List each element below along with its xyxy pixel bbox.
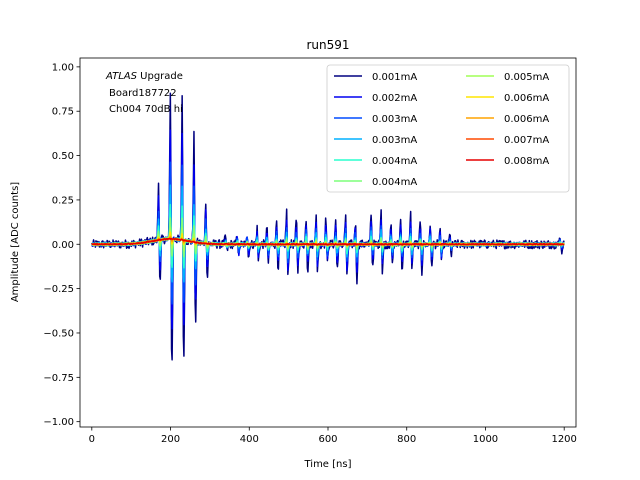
- legend-label: 0.008mA: [504, 156, 549, 167]
- legend-label: 0.006mA: [504, 93, 549, 104]
- y-tick-label: −1.00: [43, 417, 74, 428]
- x-tick-label: 600: [318, 434, 337, 445]
- y-tick-label: −0.75: [43, 373, 74, 384]
- x-tick-label: 800: [397, 434, 416, 445]
- y-tick-label: −0.50: [43, 328, 74, 339]
- x-tick-label: 0: [89, 434, 95, 445]
- x-tick-label: 1000: [473, 434, 498, 445]
- legend-box: [326, 64, 570, 193]
- y-axis: −1.00 −0.75 −0.50 −0.25 0.00 0.25 0.50 0.75 1.00: [43, 62, 80, 428]
- x-tick-label: 1200: [551, 434, 576, 445]
- y-tick-label: 0.75: [52, 107, 74, 118]
- legend-label: 0.004mA: [372, 177, 417, 188]
- atlas-annotation: ATLAS Upgrade Board187722 Ch004 70dB hi: [105, 71, 183, 115]
- y-tick-label: 0.50: [52, 151, 74, 162]
- x-axis: 0 200 400 600 800 1000 1200: [89, 427, 577, 445]
- annotation-line-1: ATLAS Upgrade: [105, 71, 183, 82]
- y-axis-title: Amplitude [ADC counts]: [10, 182, 21, 302]
- y-tick-label: 0.25: [52, 195, 74, 206]
- legend-label: 0.004mA: [372, 156, 417, 167]
- annotation-upgrade: Upgrade: [137, 71, 183, 82]
- legend-label: 0.005mA: [504, 72, 549, 83]
- annotation-atlas: ATLAS: [105, 71, 138, 82]
- legend-label: 0.001mA: [372, 72, 417, 83]
- legend-label: 0.006mA: [504, 114, 549, 125]
- legend-label: 0.003mA: [372, 114, 417, 125]
- y-tick-label: 1.00: [52, 62, 74, 73]
- series-group: [91, 92, 565, 361]
- annotation-line-3: Ch004 70dB hi: [109, 104, 183, 115]
- legend-label: 0.007mA: [504, 135, 549, 146]
- x-tick-label: 400: [240, 434, 259, 445]
- x-tick-label: 200: [161, 434, 180, 445]
- y-tick-label: 0.00: [52, 240, 74, 251]
- x-axis-title: Time [ns]: [303, 459, 351, 470]
- legend-label: 0.003mA: [372, 135, 417, 146]
- chart-title: run591: [306, 38, 349, 52]
- legend: 0.001mA 0.002mA 0.003mA 0.003mA 0.004mA 0.004…: [326, 64, 570, 193]
- legend-label: 0.002mA: [372, 93, 417, 104]
- y-tick-label: −0.25: [43, 284, 74, 295]
- annotation-line-2: Board187722: [109, 88, 177, 99]
- series-line: [91, 237, 565, 246]
